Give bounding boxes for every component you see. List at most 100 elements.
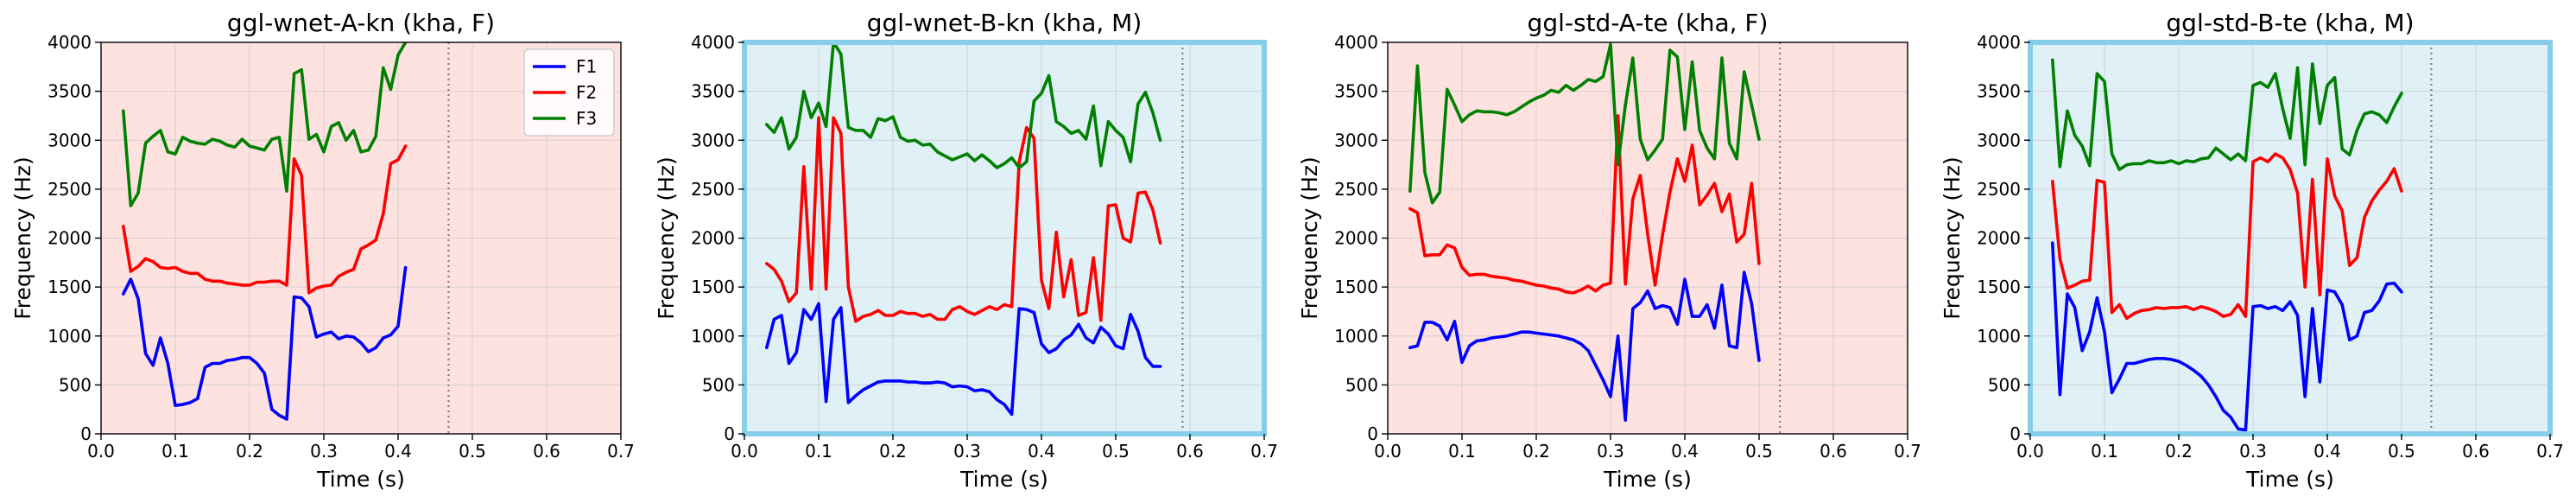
x-ticks: 0.0 0.1 0.2 0.3 0.4 0.5 0.6 0.7 [2016, 434, 2564, 462]
series-line-f1 [764, 302, 1162, 417]
y-tick-label: 2500 [1977, 179, 2021, 200]
y-tick-label: 3000 [691, 130, 735, 150]
y-tick-label: 4000 [47, 32, 92, 53]
y-tick-label: 1000 [1334, 326, 1378, 347]
y-tick-label: 1000 [47, 326, 92, 347]
y-tick-label: 1500 [1334, 277, 1378, 297]
y-tick-label: 1000 [691, 326, 735, 347]
y-ticks: 0 500 1000 1500 2000 2500 3000 3500 4000 [1334, 32, 1388, 444]
y-tick-label: 3500 [47, 81, 92, 102]
y-tick-label: 4000 [1977, 32, 2021, 53]
series-line-f2 [2051, 152, 2403, 321]
y-axis-label: Frequency (Hz) [10, 156, 35, 320]
series-line-f1 [122, 265, 408, 421]
legend-box [523, 48, 615, 137]
y-tick-label: 2500 [691, 179, 735, 200]
y-tick-label: 500 [1988, 374, 2021, 395]
series-line-f2 [122, 144, 408, 295]
y-tick-label: 2000 [691, 228, 735, 249]
y-ticks: 0 500 1000 1500 2000 2500 3000 3500 4000 [691, 32, 744, 444]
y-tick-label: 2500 [47, 179, 92, 200]
x-tick-label: 0.0 [2016, 441, 2044, 462]
y-tick-label: 2500 [1334, 179, 1378, 200]
x-tick-label: 0.5 [1102, 441, 1130, 462]
x-tick-label: 0.4 [2313, 441, 2341, 462]
series-line-f3 [2051, 58, 2403, 171]
y-tick-label: 0 [2010, 423, 2021, 444]
y-axis-label: Frequency (Hz) [654, 156, 679, 320]
y-tick-label: 0 [724, 423, 735, 444]
x-axis-label: Time (s) [316, 467, 405, 492]
x-tick-label: 0.5 [1745, 441, 1773, 462]
series-line-f3 [122, 42, 408, 207]
chart-title: ggl-std-A-te (kha, F) [1528, 9, 1769, 37]
y-tick-label: 1500 [691, 277, 735, 297]
x-ticks: 0.0 0.1 0.2 0.3 0.4 0.5 0.6 0.7 [1374, 434, 1921, 462]
legend-label-f3: F3 [576, 108, 597, 129]
y-axis-label: Frequency (Hz) [1940, 156, 1965, 320]
series-line-f2 [764, 116, 1162, 323]
x-tick-label: 0.4 [1028, 441, 1055, 462]
subplot-2: 0.0 0.1 0.2 0.3 0.4 0.5 0.6 0.7 0 500 1000 1500 2000… [654, 9, 1278, 492]
x-tick-label: 0.6 [1820, 441, 1847, 462]
x-tick-label: 0.0 [731, 441, 758, 462]
y-tick-label: 3000 [1334, 130, 1378, 150]
x-axis-label: Time (s) [959, 467, 1048, 492]
x-tick-label: 0.7 [1894, 441, 1921, 462]
x-tick-label: 0.5 [459, 441, 486, 462]
x-tick-label: 0.7 [2536, 441, 2564, 462]
x-ticks: 0.0 0.1 0.2 0.3 0.4 0.5 0.6 0.7 [87, 434, 635, 462]
y-tick-label: 3500 [691, 81, 735, 102]
y-tick-label: 3500 [1334, 81, 1378, 102]
y-tick-label: 2000 [47, 228, 92, 249]
x-tick-label: 0.0 [1374, 441, 1402, 462]
x-tick-label: 0.5 [2388, 441, 2415, 462]
x-ticks: 0.0 0.1 0.2 0.3 0.4 0.5 0.6 0.7 [731, 434, 1278, 462]
x-tick-label: 0.3 [310, 441, 338, 462]
x-tick-label: 0.3 [2239, 441, 2267, 462]
series-line-f2 [1408, 114, 1761, 295]
x-tick-label: 0.1 [161, 441, 189, 462]
x-tick-label: 0.3 [1597, 441, 1624, 462]
series-lines [1408, 42, 1761, 422]
y-tick-label: 3000 [1977, 130, 2021, 150]
y-tick-label: 1000 [1977, 326, 2021, 347]
x-tick-label: 0.3 [953, 441, 981, 462]
x-tick-label: 0.2 [236, 441, 263, 462]
y-ticks: 0 500 1000 1500 2000 2500 3000 3500 4000 [47, 32, 101, 444]
y-tick-label: 4000 [691, 32, 735, 53]
legend: F1 F2 F3 [523, 48, 615, 137]
x-tick-label: 0.6 [533, 441, 560, 462]
y-tick-label: 2000 [1977, 228, 2021, 249]
grid [1387, 41, 1908, 435]
legend-label-f2: F2 [576, 82, 597, 103]
chart-title: ggl-wnet-A-kn (kha, F) [227, 9, 495, 37]
series-line-f3 [1408, 42, 1761, 205]
x-tick-label: 0.1 [2091, 441, 2118, 462]
x-tick-label: 0.1 [1448, 441, 1476, 462]
y-tick-label: 3000 [47, 130, 92, 150]
y-tick-label: 0 [1367, 423, 1378, 444]
y-tick-label: 2000 [1334, 228, 1378, 249]
y-tick-label: 1500 [1977, 277, 2021, 297]
chart-title: ggl-wnet-B-kn (kha, M) [867, 9, 1142, 37]
y-tick-label: 500 [1345, 374, 1378, 395]
y-tick-label: 500 [702, 374, 735, 395]
y-tick-label: 3500 [1977, 81, 2021, 102]
y-tick-label: 4000 [1334, 32, 1378, 53]
x-axis-label: Time (s) [2245, 467, 2334, 492]
subplot-3: 0.0 0.1 0.2 0.3 0.4 0.5 0.6 0.7 0 500 1000 1500 2000… [1297, 9, 1921, 492]
x-tick-label: 0.2 [2165, 441, 2193, 462]
series-lines [2051, 58, 2403, 432]
y-tick-label: 500 [59, 374, 92, 395]
x-tick-label: 0.6 [2462, 441, 2490, 462]
y-tick-label: 1500 [47, 277, 92, 297]
x-tick-label: 0.4 [384, 441, 412, 462]
y-ticks: 0 500 1000 1500 2000 2500 3000 3500 4000 [1977, 32, 2030, 444]
series-line-f1 [1408, 271, 1761, 422]
x-tick-label: 0.4 [1671, 441, 1699, 462]
x-tick-label: 0.2 [879, 441, 907, 462]
subplot-4: 0.0 0.1 0.2 0.3 0.4 0.5 0.6 0.7 0 500 1000 1500 2000… [1940, 9, 2564, 492]
legend-label-f1: F1 [576, 56, 597, 77]
